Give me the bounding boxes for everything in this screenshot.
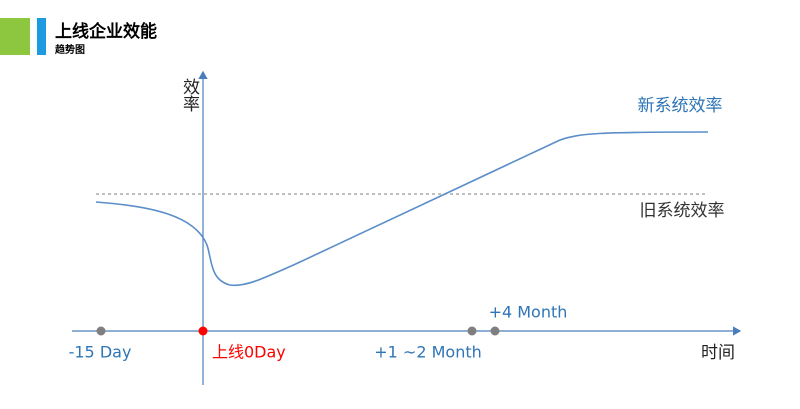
old-system-label: 旧系统效率 [640,201,725,221]
milestone-dot [490,326,500,336]
milestone-dot [198,326,208,336]
milestone-label: +1 ~2 Month [374,343,482,362]
header-block [0,18,30,55]
x-axis-label: 时间 [701,343,735,363]
y-axis-label: 效率 [179,78,200,112]
header-bar [37,18,46,55]
title: 上线企业效能 [55,21,157,42]
new-system-curve [95,131,709,287]
milestone-label: +4 Month [489,303,568,322]
milestone-dot [467,326,477,336]
new-system-label: 新系统效率 [638,96,723,116]
subtitle: 趋势图 [55,43,85,56]
milestone-label: -15 Day [69,343,132,362]
milestone-dot [96,326,106,336]
milestone-label: 上线0Day [212,343,286,362]
